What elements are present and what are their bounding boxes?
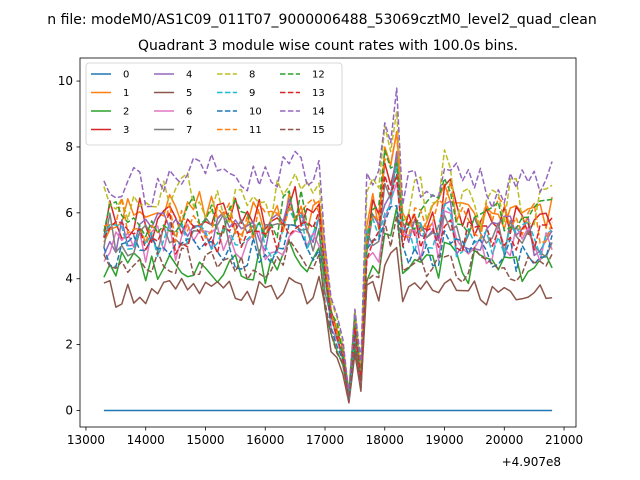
x-tick-label: 17000 — [306, 433, 344, 447]
series-group — [103, 87, 553, 412]
series-line-11 — [103, 130, 553, 393]
series-line-10 — [103, 205, 553, 394]
x-tick-label: 19000 — [425, 433, 463, 447]
legend-label-4: 4 — [186, 70, 192, 81]
y-tick-label: 0 — [65, 404, 73, 418]
series-line-14 — [103, 87, 553, 396]
legend-label-0: 0 — [123, 70, 129, 81]
x-tick-label: 14000 — [127, 433, 165, 447]
y-tick-label: 10 — [58, 74, 73, 88]
series-line-12 — [103, 149, 553, 394]
x-tick-label: 13000 — [67, 433, 105, 447]
y-tick-label: 2 — [65, 338, 73, 352]
x-tick-label: 18000 — [366, 433, 404, 447]
legend-label-5: 5 — [186, 88, 192, 99]
legend-box — [85, 62, 343, 146]
series-line-7 — [103, 157, 553, 392]
series-line-5 — [103, 246, 553, 404]
legend-label-11: 11 — [249, 125, 262, 136]
x-tick-label: 16000 — [246, 433, 284, 447]
legend-label-14: 14 — [312, 107, 325, 118]
x-tick-label: 20000 — [485, 433, 523, 447]
legend-label-13: 13 — [312, 88, 325, 99]
legend-label-9: 9 — [249, 88, 255, 99]
axes-frame — [79, 57, 577, 428]
legend-label-6: 6 — [186, 107, 192, 118]
legend-label-8: 8 — [249, 70, 255, 81]
series-line-13 — [103, 173, 553, 403]
legend-label-10: 10 — [249, 107, 262, 118]
legend-label-3: 3 — [123, 125, 129, 136]
legend-label-7: 7 — [186, 125, 192, 136]
y-axis: 0 2 4 6 8 10 — [58, 74, 80, 418]
x-tick-label: 21000 — [545, 433, 583, 447]
x-tick-label: 15000 — [186, 433, 224, 447]
legend-label-15: 15 — [312, 125, 325, 136]
legend-label-1: 1 — [123, 88, 129, 99]
axes-title: Quadrant 3 module wise count rates with … — [138, 38, 518, 54]
legend-label-2: 2 — [123, 107, 129, 118]
y-tick-label: 6 — [65, 206, 73, 220]
y-tick-label: 4 — [65, 272, 73, 286]
figure-suptitle: n file: modeM0/AS1C09_011T07_9000006488_… — [47, 12, 596, 28]
x-axis: 13000 14000 15000 16000 17000 18000 19000 20000… — [67, 427, 583, 447]
series-line-15 — [103, 214, 553, 402]
legend-label-12: 12 — [312, 70, 325, 81]
x-offset-label: +4.907e8 — [502, 455, 561, 469]
y-tick-label: 8 — [65, 140, 73, 154]
